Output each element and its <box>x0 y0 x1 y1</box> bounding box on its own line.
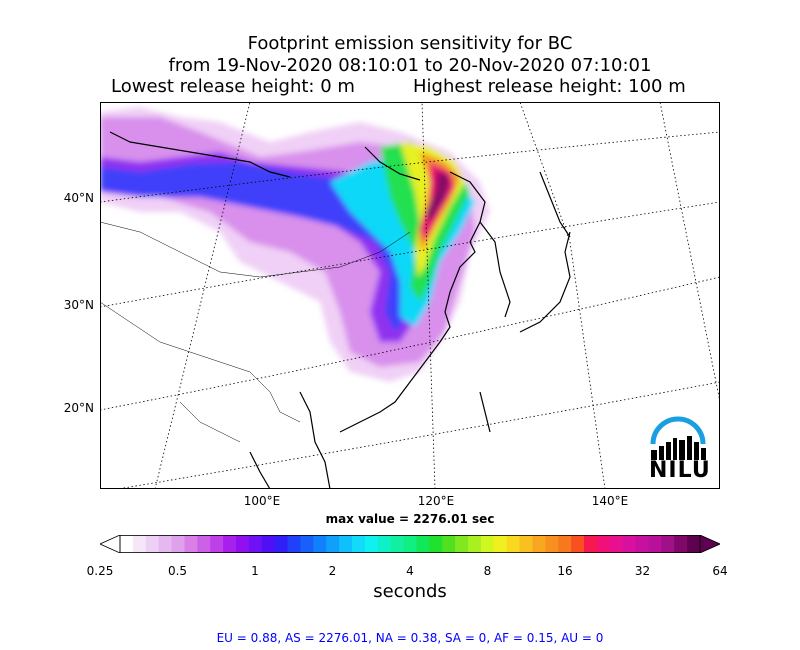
lowest-release-height: Lowest release height: 0 m <box>111 76 355 97</box>
colorbar-segment <box>609 535 624 553</box>
colorbar-segment <box>480 535 495 553</box>
graticule <box>100 102 720 489</box>
colorbar-label: seconds <box>373 581 447 602</box>
colorbar-over-arrow <box>699 535 720 553</box>
colorbar-segment <box>184 535 198 553</box>
colorbar-segment <box>313 535 327 553</box>
coastlines <box>109 131 571 489</box>
lat-label-20n: 20°N <box>63 401 94 415</box>
colorbar-segment <box>120 535 134 553</box>
colorbar-segment <box>248 535 263 553</box>
colorbar-segment <box>622 535 637 553</box>
highest-release-height: Highest release height: 100 m <box>413 76 686 97</box>
colorbar-tick-label: 4 <box>406 564 414 578</box>
colorbar-segment <box>506 535 521 553</box>
colorbar-frame <box>119 535 701 553</box>
colorbar-segment <box>171 535 185 553</box>
colorbar-segment <box>274 535 289 553</box>
colorbar <box>100 535 720 553</box>
nilu-logo-text: NILU <box>649 458 711 483</box>
colorbar-segment <box>648 535 662 553</box>
colorbar-segment <box>532 535 546 553</box>
country-borders <box>100 221 411 443</box>
colorbar-segment <box>132 535 147 553</box>
colorbar-tick-label: 64 <box>712 564 728 578</box>
colorbar-segment <box>493 535 508 553</box>
colorbar-segment <box>584 535 598 553</box>
colorbar-segment <box>158 535 173 553</box>
footprint-map <box>100 102 720 489</box>
colorbar-segment <box>377 535 392 553</box>
colorbar-segment <box>364 535 379 553</box>
colorbar-segment <box>468 535 482 553</box>
colorbar-segment <box>210 535 224 553</box>
emission-sensitivity-plume <box>100 107 490 382</box>
colorbar-segment <box>261 535 276 553</box>
lon-label-120e: 120°E <box>417 494 455 508</box>
colorbar-segment <box>352 535 366 553</box>
colorbar-segment <box>635 535 649 553</box>
colorbar-segment <box>687 535 701 553</box>
colorbar-segment <box>519 535 533 553</box>
colorbar-under-arrow <box>100 535 121 553</box>
lon-label-100e: 100°E <box>243 494 281 508</box>
colorbar-segment <box>339 535 353 553</box>
lon-label-140e: 140°E <box>591 494 629 508</box>
colorbar-segment <box>545 535 559 553</box>
chart-subtitle-period: from 19-Nov-2020 08:10:01 to 20-Nov-2020… <box>168 55 652 76</box>
colorbar-tick-label: 16 <box>557 564 573 578</box>
lat-label-40n: 40°N <box>63 191 94 205</box>
colorbar-segment <box>326 535 340 553</box>
colorbar-segment <box>571 535 585 553</box>
colorbar-segment <box>596 535 611 553</box>
colorbar-segment <box>300 535 314 553</box>
colorbar-segment <box>390 535 405 553</box>
colorbar-tick-label: 32 <box>634 564 651 578</box>
colorbar-segment <box>661 535 675 553</box>
colorbar-tick-label: 0.25 <box>86 564 114 578</box>
colorbar-tick-label: 1 <box>251 564 259 578</box>
colorbar-segment <box>145 535 160 553</box>
colorbar-segment <box>223 535 237 553</box>
colorbar-segment <box>442 535 456 553</box>
region-summary: EU = 0.88, AS = 2276.01, NA = 0.38, SA =… <box>216 631 604 645</box>
colorbar-segment <box>197 535 211 553</box>
colorbar-tick-label: 8 <box>483 564 492 578</box>
lat-label-30n: 30°N <box>63 298 94 312</box>
colorbar-segment <box>403 535 417 553</box>
colorbar-segment <box>287 535 301 553</box>
colorbar-tick-label: 0.5 <box>167 564 188 578</box>
colorbar-tick-label: 2 <box>328 564 337 578</box>
colorbar-segment <box>674 535 688 553</box>
colorbar-segment <box>429 535 443 553</box>
chart-title: Footprint emission sensitivity for BC <box>247 33 573 54</box>
max-value: max value = 2276.01 sec <box>325 512 495 526</box>
map-frame <box>100 102 720 489</box>
colorbar-segment <box>416 535 430 553</box>
nilu-logo-icon <box>650 416 706 460</box>
colorbar-segment <box>558 535 572 553</box>
colorbar-segment <box>455 535 469 553</box>
colorbar-segment <box>236 535 250 553</box>
